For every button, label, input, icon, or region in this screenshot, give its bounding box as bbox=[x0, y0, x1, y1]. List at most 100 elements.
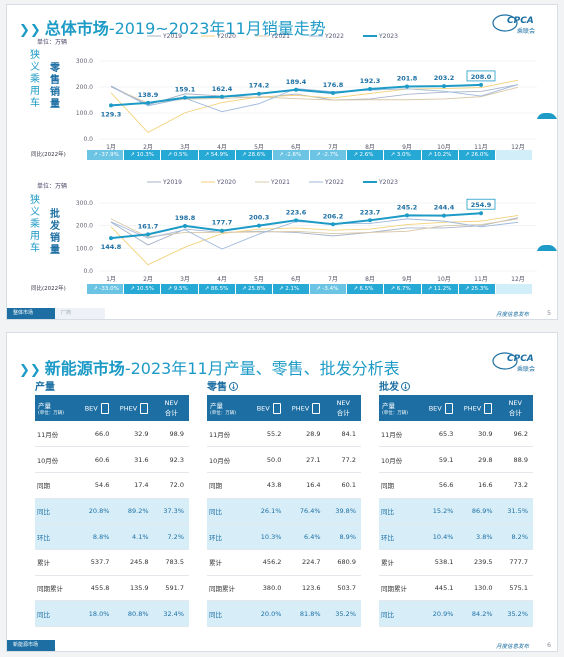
y2023-point bbox=[294, 218, 298, 223]
battery-icon bbox=[272, 402, 281, 414]
y2023-data-label: 129.3 bbox=[101, 110, 122, 118]
table-cell: 73.2 bbox=[497, 472, 533, 499]
table-cell: 538.1 bbox=[423, 549, 459, 576]
section-title: 产量 bbox=[35, 382, 55, 393]
row-label: 同期累计 bbox=[379, 575, 423, 602]
section-retail: 零售 ↓ 产量 (单位：万辆) BEV PHEV NEV 合计 11月份 55.2 28.9 84.1… bbox=[207, 381, 361, 627]
yoy-cell: ↗ 25.3% bbox=[458, 284, 496, 294]
table-row: 环比 10.3% 6.4% 8.9% bbox=[207, 523, 361, 550]
column-header-nev: NEV 合计 bbox=[497, 395, 533, 421]
retail-yoy-label: 同比(2022年) bbox=[31, 152, 66, 158]
table-row: 同期 56.6 16.6 73.2 bbox=[379, 472, 533, 499]
table-cell: 680.9 bbox=[325, 549, 361, 576]
yoy-cell: ↗ 6.7% bbox=[384, 284, 422, 294]
series-line-y2019 bbox=[110, 217, 519, 246]
battery-icon bbox=[444, 402, 453, 414]
x-tick-label: 4月 bbox=[217, 276, 227, 283]
table-cell: 59.1 bbox=[423, 446, 459, 473]
y2023-data-label: 189.4 bbox=[286, 78, 307, 86]
table-cell: 224.7 bbox=[286, 549, 326, 576]
y2023-point bbox=[257, 223, 261, 228]
footer-tab-maker[interactable]: 厂商 bbox=[55, 308, 105, 319]
legend-y2019: Y2019 bbox=[162, 179, 182, 186]
car-icon bbox=[537, 245, 557, 251]
legend-y2022: Y2022 bbox=[324, 33, 344, 40]
retail-vlabel-a: 狭义乘用车 bbox=[30, 50, 40, 109]
table-cell: 575.1 bbox=[497, 575, 533, 602]
row-label: 同期 bbox=[379, 472, 423, 499]
x-tick-label: 12月 bbox=[511, 144, 525, 151]
column-header-bev: BEV bbox=[251, 395, 287, 421]
svg-text:乘联会: 乘联会 bbox=[517, 365, 535, 373]
table-cell: 84.1 bbox=[325, 421, 361, 448]
x-tick-label: 11月 bbox=[474, 276, 488, 283]
row-label: 10月份 bbox=[35, 446, 79, 473]
table-cell: 92.3 bbox=[153, 446, 189, 473]
yoy-cell: ↗ 10.2% bbox=[421, 150, 459, 160]
table-cell: 96.2 bbox=[497, 421, 533, 448]
download-icon[interactable]: ↓ bbox=[229, 382, 238, 391]
row-label: 11月份 bbox=[207, 421, 251, 448]
table-cell: 32.4% bbox=[153, 600, 189, 627]
yoy-cell: ↗ 2.6% bbox=[347, 150, 385, 160]
legend-y2023: Y2023 bbox=[378, 33, 398, 40]
column-header-bev: BEV bbox=[79, 395, 115, 421]
table-cell: 50.0 bbox=[251, 446, 287, 473]
legend-y2019: Y2019 bbox=[162, 33, 182, 40]
y2023-data-label: 223.6 bbox=[286, 208, 307, 216]
slide-overall-market: ❯❯ 总体市场-2019~2023年11月销量走势 CPCA 乘联会 单位：万辆 … bbox=[6, 4, 558, 320]
table-cell: 777.7 bbox=[497, 549, 533, 576]
footer-tab-overall[interactable]: 整体市场 bbox=[7, 308, 55, 319]
y2023-data-label: 200.3 bbox=[249, 214, 270, 222]
x-tick-label: 2月 bbox=[143, 144, 153, 151]
cpca-logo: CPCA 乘联会 bbox=[492, 352, 535, 373]
yoy-cell: ↗ 25.8% bbox=[235, 284, 273, 294]
x-tick-label: 12月 bbox=[511, 276, 525, 283]
footer-source: 月度信息发布 bbox=[495, 644, 529, 650]
y2023-data-label: 203.2 bbox=[434, 74, 455, 82]
table-cell: 503.7 bbox=[325, 575, 361, 602]
yoy-cell: ↗ 28.6% bbox=[235, 150, 273, 160]
table-cell: 76.4% bbox=[286, 498, 326, 525]
retail-chart: Y2019 Y2020 Y2021 Y2022 Y2023 0.0 100.0 200.0 30… bbox=[76, 33, 557, 151]
y-tick-label: 300.0 bbox=[76, 200, 93, 207]
chevron-right-icon: ❯❯ bbox=[19, 23, 41, 38]
table-cell: 29.8 bbox=[458, 446, 498, 473]
retail-vlabel-b: 零售销量 bbox=[50, 63, 60, 110]
wholesale-yoy-label: 同比(2022年) bbox=[31, 286, 66, 292]
table-row: 11月份 55.2 28.9 84.1 bbox=[207, 421, 361, 448]
row-label: 累计 bbox=[207, 549, 251, 576]
y2023-point bbox=[109, 236, 113, 241]
y2023-point bbox=[183, 223, 187, 228]
column-header-nev: NEV 合计 bbox=[153, 395, 189, 421]
x-tick-label: 10月 bbox=[437, 144, 451, 151]
table-cell: 245.8 bbox=[114, 549, 154, 576]
table-row: 10月份 50.0 27.1 77.2 bbox=[207, 446, 361, 473]
title-sub: -2023年11月产量、零售、批发分析表 bbox=[124, 359, 400, 378]
header-unit: (单位：万辆) bbox=[210, 411, 237, 416]
table-cell: 445.1 bbox=[423, 575, 459, 602]
legend-y2023: Y2023 bbox=[378, 179, 398, 186]
y-tick-label: 300.0 bbox=[76, 58, 93, 65]
wholesale-vlabel-b: 批发销量 bbox=[50, 209, 60, 256]
header-unit: (单位：万辆) bbox=[38, 411, 65, 416]
plug-icon bbox=[484, 402, 493, 414]
section-title: 零售 ↓ bbox=[207, 382, 238, 393]
table-cell: 6.4% bbox=[286, 523, 326, 550]
table-cell: 130.0 bbox=[458, 575, 498, 602]
table-cell: 537.7 bbox=[79, 549, 115, 576]
footer-tab-nev[interactable]: 新能源市场 bbox=[7, 640, 55, 651]
x-tick-label: 7月 bbox=[328, 276, 338, 283]
table-row: 同比 20.8% 89.2% 37.3% bbox=[35, 498, 189, 525]
table-cell: 84.2% bbox=[458, 600, 498, 627]
row-label: 同比 bbox=[207, 600, 251, 627]
table-cell: 20.0% bbox=[251, 600, 287, 627]
y2023-point bbox=[146, 232, 150, 237]
table-cell: 32.9 bbox=[114, 421, 154, 448]
table-cell: 20.9% bbox=[423, 600, 459, 627]
row-label: 同期累计 bbox=[207, 575, 251, 602]
y2023-data-label: 159.1 bbox=[175, 86, 196, 94]
download-icon[interactable]: ↓ bbox=[401, 382, 410, 391]
row-label: 同期 bbox=[35, 472, 79, 499]
row-label: 同比 bbox=[379, 600, 423, 627]
